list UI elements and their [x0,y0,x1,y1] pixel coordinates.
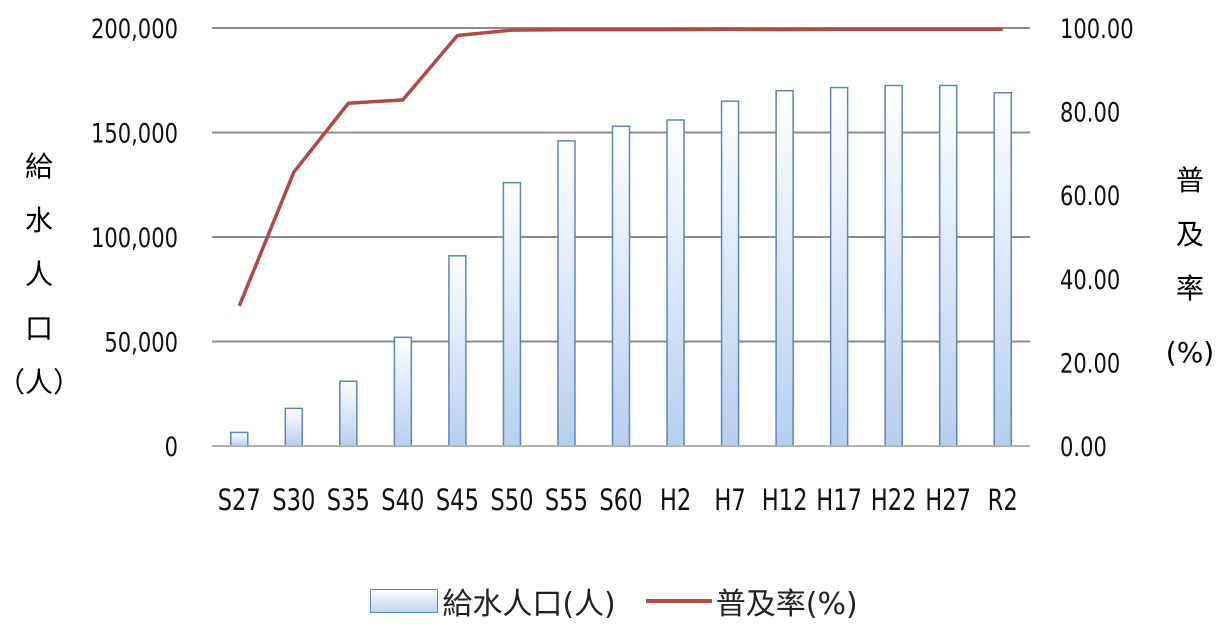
legend: 給水人口(人) 普及率(%) [0,576,1228,626]
y2-tick-label: 80.00 [1060,97,1120,128]
x-tick-label: H2 [660,484,691,517]
y-axis-title-right: 普 及 率 (%) [1152,154,1228,380]
x-tick-label: S27 [218,484,261,517]
y-title-char: 水 [25,194,53,248]
legend-label-line: 普及率(%) [716,579,858,623]
y-axis-left: 0 50,000 100,000 150,000 200,000 [91,13,178,462]
y-title-char: 口 [25,302,53,356]
bar [231,432,248,446]
bar-series [231,85,1011,446]
y-title-char: 給 [25,140,53,194]
bar [667,120,684,446]
combo-chart: 0 50,000 100,000 150,000 200,000 0.00 20.00 40… [0,0,1228,602]
x-tick-label: S45 [436,484,479,517]
y-axis-title-left: 給 水 人 口 （人） [0,140,78,410]
x-tick-label: S40 [381,484,424,517]
y-tick-label: 200,000 [91,13,178,44]
x-tick-label: H27 [925,484,971,517]
x-tick-label: S30 [272,484,315,517]
y2-tick-label: 20.00 [1060,348,1120,379]
x-tick-label: S50 [490,484,533,517]
bar [940,85,957,446]
y-tick-label: 100,000 [91,222,178,253]
legend-bar-swatch [370,589,438,613]
bar [503,183,520,446]
bar [831,88,848,446]
bar [285,408,302,446]
x-tick-label: H7 [714,484,745,517]
bar [994,93,1011,446]
x-tick-label: H22 [871,484,917,517]
x-tick-label: H12 [762,484,808,517]
x-tick-label: H17 [816,484,862,517]
y-tick-label: 0 [165,431,178,462]
bar [776,91,793,446]
y2-tick-label: 40.00 [1060,264,1120,295]
x-tick-label: S35 [327,484,370,517]
x-tick-label: S55 [545,484,588,517]
y-tick-label: 150,000 [91,118,178,149]
y2-tick-label: 100.00 [1060,13,1134,44]
bar [449,256,466,446]
legend-item-line: 普及率(%) [646,579,858,623]
y2-title-char: (%) [1166,326,1214,380]
bar [340,381,357,446]
bar [885,85,902,446]
bar [722,101,739,446]
y-title-char: 人 [25,248,53,302]
bar [558,141,575,446]
y-title-char: （人） [0,356,81,410]
x-tick-label: S60 [599,484,642,517]
y-axis-right: 0.00 20.00 40.00 60.00 80.00 100.00 [1060,13,1134,462]
y2-title-char: 普 [1176,154,1204,208]
y2-tick-label: 0.00 [1060,431,1107,462]
x-tick-label: R2 [988,484,1018,517]
bar [394,337,411,446]
legend-line-swatch [646,599,712,603]
y2-title-char: 率 [1176,262,1204,316]
y-tick-label: 50,000 [104,327,178,358]
bar [613,126,630,446]
legend-item-bar: 給水人口(人) [370,579,615,623]
y2-title-char: 及 [1176,208,1204,262]
legend-label-bar: 給水人口(人) [442,579,615,623]
y2-tick-label: 60.00 [1060,181,1120,212]
